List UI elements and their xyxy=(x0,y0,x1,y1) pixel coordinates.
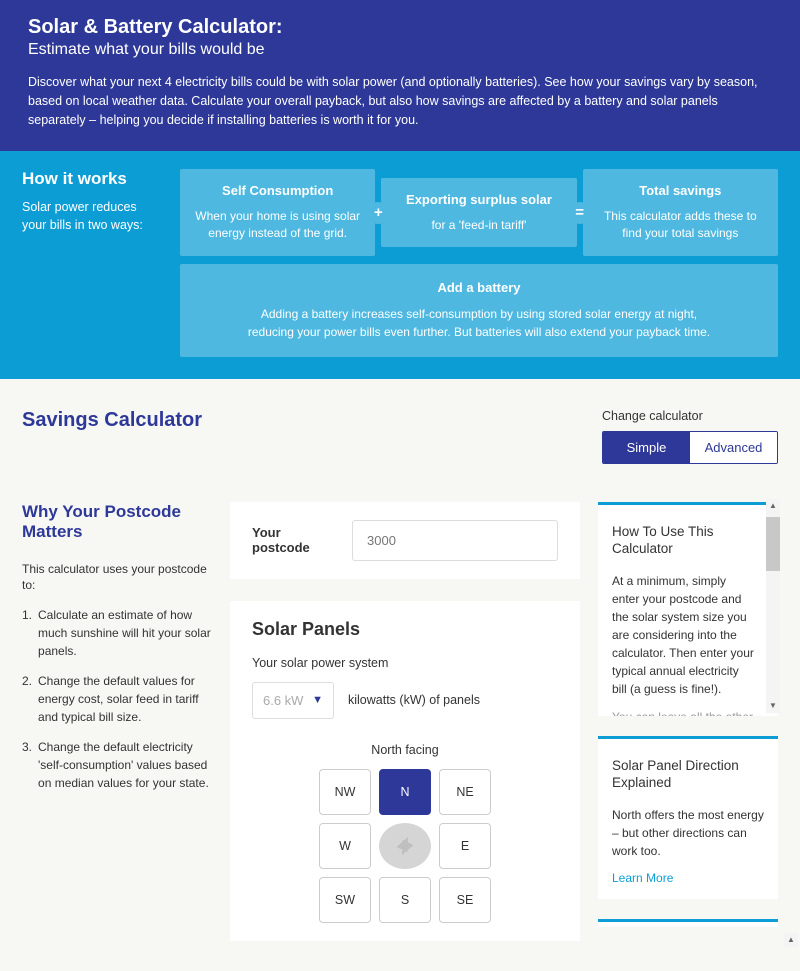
why-postcode-list: 1.Calculate an estimate of how much suns… xyxy=(22,606,212,792)
dir-n-button[interactable]: N xyxy=(379,769,431,815)
total-savings-box: Total savings This calculator adds these… xyxy=(583,169,778,256)
change-calculator-label: Change calculator xyxy=(602,409,778,423)
box-desc: for a 'feed-in tariff' xyxy=(393,217,564,234)
direction-label: North facing xyxy=(252,743,558,757)
postcode-card: Your postcode xyxy=(230,502,580,579)
equals-icon: = xyxy=(569,202,591,224)
learn-more-link[interactable]: Learn More xyxy=(612,871,673,885)
page-scroll-up-icon[interactable]: ▲ xyxy=(784,933,798,947)
dir-ne-button[interactable]: NE xyxy=(439,769,491,815)
dir-sw-button[interactable]: SW xyxy=(319,877,371,923)
solar-panels-title: Solar Panels xyxy=(252,619,558,640)
scrollbar-track[interactable]: ▲ ▼ xyxy=(766,499,780,713)
dir-nw-button[interactable]: NW xyxy=(319,769,371,815)
exporting-box: Exporting surplus solar for a 'feed-in t… xyxy=(381,178,576,248)
how-it-works-heading: How it works xyxy=(22,169,162,189)
list-item: 1.Calculate an estimate of how much suns… xyxy=(22,606,212,660)
how-it-works-intro: Solar power reduces your bills in two wa… xyxy=(22,199,162,234)
self-consumption-box: Self Consumption When your home is using… xyxy=(180,169,375,256)
chevron-down-icon: ▼ xyxy=(312,694,323,706)
dir-w-button[interactable]: W xyxy=(319,823,371,869)
kw-value: 6.6 kW xyxy=(263,693,303,708)
side-box-title: Solar Panel Direction Explained xyxy=(612,757,764,792)
battery-title: Add a battery xyxy=(240,280,718,295)
postcode-label: Your postcode xyxy=(252,525,322,555)
side-box-title: How To Use This Calculator xyxy=(612,523,756,558)
next-box-peek xyxy=(598,919,778,927)
list-item: 2.Change the default values for energy c… xyxy=(22,672,212,726)
side-box-text: North offers the most energy – but other… xyxy=(612,806,764,860)
how-it-works-section: How it works Solar power reduces your bi… xyxy=(0,151,800,379)
why-postcode-column: Why Your Postcode Matters This calculato… xyxy=(22,502,212,941)
hero-subtitle: Estimate what your bills would be xyxy=(28,41,772,59)
box-title: Exporting surplus solar xyxy=(393,192,564,207)
solar-panels-card: Solar Panels Your solar power system 6.6… xyxy=(230,601,580,941)
battery-box: Add a battery Adding a battery increases… xyxy=(180,264,778,357)
savings-calculator-title: Savings Calculator xyxy=(22,409,202,432)
list-item: 3.Change the default electricity 'self-c… xyxy=(22,738,212,792)
sidebar-column: How To Use This Calculator At a minimum,… xyxy=(598,502,778,941)
box-title: Self Consumption xyxy=(192,183,363,198)
box-desc: This calculator adds these to find your … xyxy=(595,208,766,242)
why-postcode-intro: This calculator uses your postcode to: xyxy=(22,561,212,595)
scroll-up-icon[interactable]: ▲ xyxy=(766,499,780,513)
main-content: Savings Calculator Change calculator Sim… xyxy=(0,379,800,971)
side-box-text: At a minimum, simply enter your postcode… xyxy=(612,572,756,698)
toggle-simple[interactable]: Simple xyxy=(603,432,690,463)
compass-icon xyxy=(379,823,431,869)
form-column: Your postcode Solar Panels Your solar po… xyxy=(230,502,580,941)
hero-description: Discover what your next 4 electricity bi… xyxy=(28,73,772,129)
system-label: Your solar power system xyxy=(252,656,558,670)
scrollbar-thumb[interactable] xyxy=(766,517,780,571)
postcode-input[interactable] xyxy=(352,520,558,561)
calculator-toggle: Simple Advanced xyxy=(602,431,778,464)
why-postcode-title: Why Your Postcode Matters xyxy=(22,502,212,543)
hero-title: Solar & Battery Calculator: xyxy=(28,16,772,39)
toggle-advanced[interactable]: Advanced xyxy=(690,432,777,463)
direction-explained-box: Solar Panel Direction Explained North of… xyxy=(598,736,778,899)
dir-se-button[interactable]: SE xyxy=(439,877,491,923)
how-to-use-box: How To Use This Calculator At a minimum,… xyxy=(598,502,778,716)
side-box-text-cut: You can leave all the other xyxy=(612,708,756,716)
dir-s-button[interactable]: S xyxy=(379,877,431,923)
dir-e-button[interactable]: E xyxy=(439,823,491,869)
box-desc: When your home is using solar energy ins… xyxy=(192,208,363,242)
kw-select[interactable]: 6.6 kW ▼ xyxy=(252,682,334,719)
hero-section: Solar & Battery Calculator: Estimate wha… xyxy=(0,0,800,151)
kw-unit: kilowatts (kW) of panels xyxy=(348,693,480,707)
battery-desc: Adding a battery increases self-consumpt… xyxy=(240,305,718,341)
box-title: Total savings xyxy=(595,183,766,198)
direction-grid: NW N NE W E SW S SE xyxy=(252,769,558,923)
plus-icon: + xyxy=(367,202,389,224)
scroll-down-icon[interactable]: ▼ xyxy=(766,699,780,713)
